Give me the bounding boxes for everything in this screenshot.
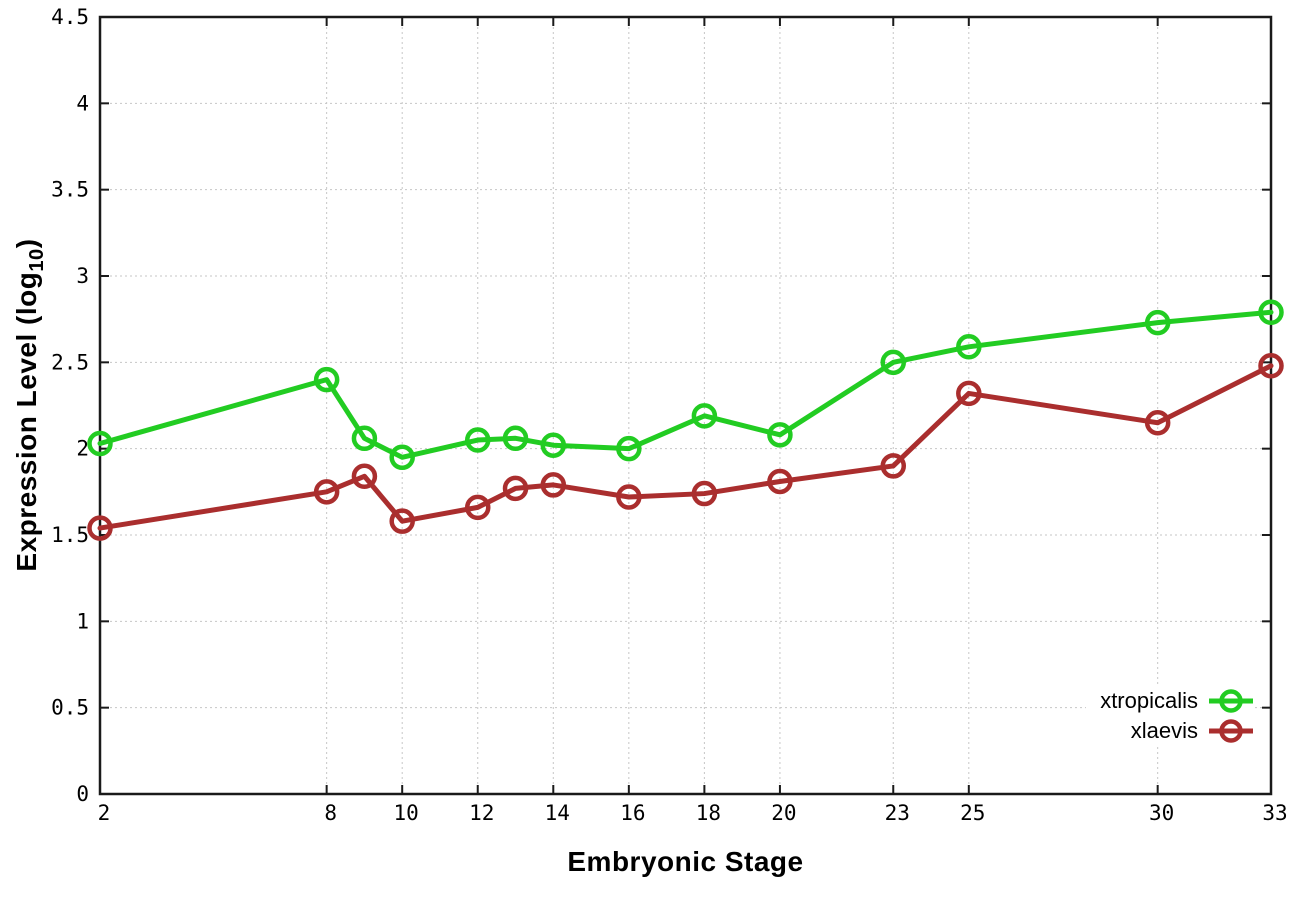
y-axis-title-text: Expression Level (log: [11, 271, 43, 572]
series-line-xtropicalis: [97, 309, 1274, 460]
x-tick-label: 12: [469, 801, 494, 825]
data-point-xtropicalis: [540, 432, 567, 458]
data-point-xlaevis: [880, 453, 907, 479]
series-line-xlaevis: [97, 363, 1274, 531]
data-point-xtropicalis: [880, 349, 907, 376]
x-tick-label: 18: [696, 801, 721, 825]
legend: xtropicalis xlaevis: [1086, 686, 1255, 746]
data-point-xlaevis: [464, 494, 491, 521]
y-tick-label: 0: [76, 782, 89, 806]
data-point-xtropicalis: [767, 422, 793, 448]
data-point-xtropicalis: [1258, 299, 1284, 326]
data-point-xlaevis: [767, 468, 793, 495]
legend-item-xlaevis: xlaevis: [1100, 716, 1255, 746]
data-point-xlaevis: [691, 480, 718, 507]
x-tick-label: 30: [1149, 801, 1174, 825]
y-tick-label: 1.5: [51, 523, 89, 547]
data-point-xtropicalis: [1144, 309, 1171, 336]
data-point-xtropicalis: [464, 427, 491, 453]
y-tick-label: 0.5: [51, 696, 89, 720]
x-tick-label: 14: [545, 801, 570, 825]
data-point-xlaevis: [956, 380, 982, 407]
y-axis-title-subscript: 10: [25, 248, 48, 272]
y-tick-label: 4.5: [51, 5, 89, 29]
data-point-xlaevis: [502, 475, 529, 502]
legend-item-xtropicalis: xtropicalis: [1100, 686, 1255, 716]
data-point-xlaevis: [1144, 410, 1171, 436]
x-tick-label: 20: [771, 801, 796, 825]
y-tick-label: 4: [76, 91, 89, 115]
plot-border: [98, 15, 1273, 796]
y-tick-label: 3: [76, 264, 89, 288]
y-tick-label: 1: [76, 609, 89, 633]
data-point-xlaevis: [87, 515, 113, 541]
x-tick-label: 16: [620, 801, 645, 825]
data-point-xtropicalis: [87, 430, 113, 457]
x-tick-label: 33: [1262, 801, 1287, 825]
xlaevis-line-marker-icon: [1209, 719, 1253, 743]
y-tick-label: 2: [76, 437, 89, 461]
data-point-xtropicalis: [502, 425, 529, 452]
legend-label-xlaevis: xlaevis: [1130, 718, 1198, 743]
data-point-xlaevis: [616, 484, 642, 510]
legend-label-xtropicalis: xtropicalis: [1100, 688, 1198, 713]
x-tick-label: 8: [324, 801, 337, 825]
xtropicalis-line-marker-icon: [1209, 689, 1253, 713]
data-point-xtropicalis: [351, 425, 378, 452]
data-point-xtropicalis: [956, 334, 982, 360]
x-axis-title: Embryonic Stage: [567, 846, 804, 877]
data-point-xtropicalis: [616, 435, 642, 462]
data-point-xlaevis: [540, 472, 567, 498]
x-tick-label: 2: [98, 801, 111, 825]
data-point-xlaevis: [313, 479, 340, 505]
x-tick-label: 25: [960, 801, 985, 825]
data-point-xlaevis: [1258, 353, 1284, 379]
y-tick-label: 2.5: [51, 350, 89, 374]
data-point-xtropicalis: [313, 366, 340, 393]
y-axis-title: Expression Level (log10): [11, 238, 49, 571]
y-axis-title-suffix: ): [11, 238, 43, 249]
x-tick-label: 23: [885, 801, 910, 825]
data-point-xlaevis: [351, 463, 378, 490]
data-point-xtropicalis: [389, 444, 415, 471]
data-point-xlaevis: [389, 508, 415, 534]
data-point-xtropicalis: [691, 403, 718, 429]
x-tick-label: 10: [394, 801, 419, 825]
y-tick-label: 3.5: [51, 178, 89, 202]
